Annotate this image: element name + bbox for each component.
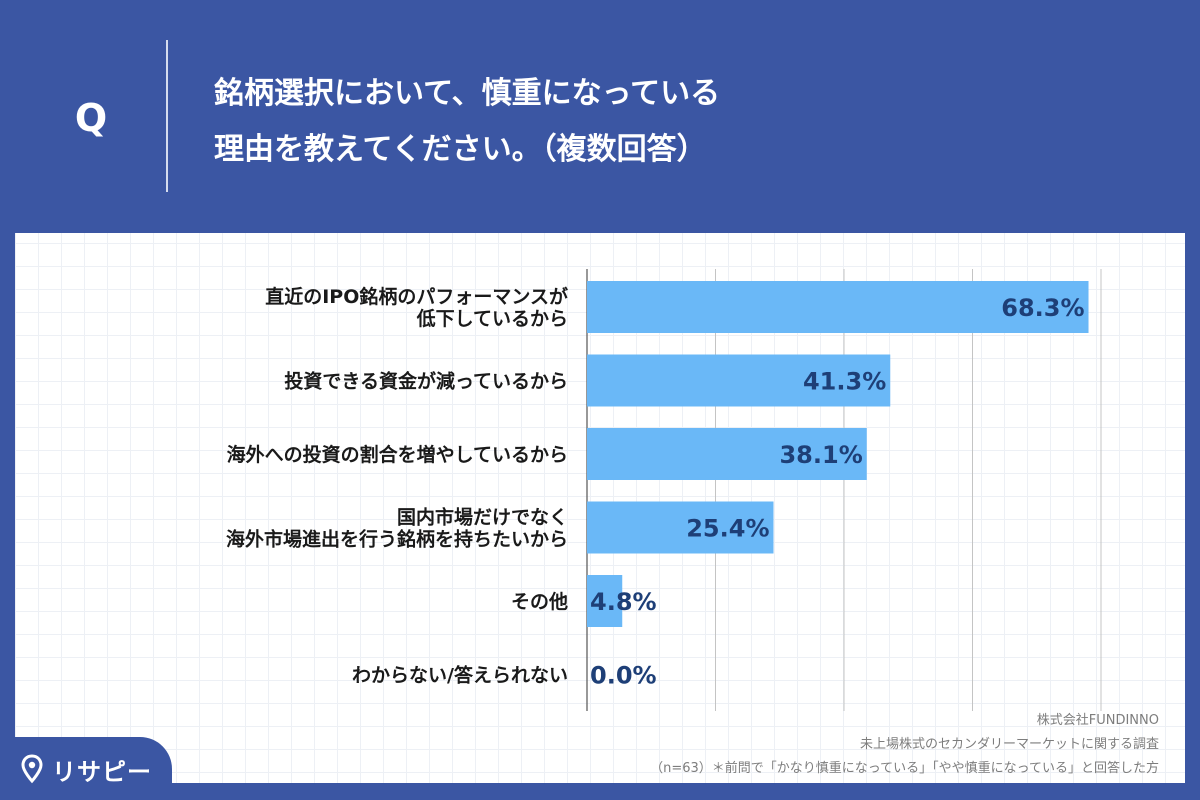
bar-value-label: 4.8% (590, 588, 657, 616)
logo-tab (0, 737, 172, 800)
category-label: その他 (511, 590, 568, 613)
category-label: 海外市場進出を行う銘柄を持ちたいから (226, 528, 568, 551)
survey-title: 未上場株式のセカンダリーマーケットに関する調査 (859, 737, 1159, 752)
chart-footer: 株式会社FUNDINNO 未上場株式のセカンダリーマーケットに関する調査 （n=… (650, 709, 1159, 781)
source-company: 株式会社FUNDINNO (1036, 713, 1159, 728)
sample-note: （n=63）＊前問で「かなり慎重になっている」「やや慎重になっている」と回答した… (650, 761, 1159, 776)
category-label: 投資できる資金が減っているから (284, 370, 568, 393)
question-marker: Q (74, 96, 108, 140)
category-label: 国内市場だけでなく (397, 506, 568, 529)
bar-value-label: 68.3% (1001, 294, 1084, 322)
bar (587, 575, 623, 627)
bar (587, 428, 867, 480)
question-line-2: 理由を教えてください。（複数回答） (214, 132, 707, 167)
bar-value-label: 38.1% (779, 441, 862, 469)
category-label: 海外への投資の割合を増やしているから (227, 443, 568, 466)
bar (587, 354, 891, 407)
bar-value-label: 25.4% (686, 515, 769, 543)
question-line-1: 銘柄選択において、慎重になっている (214, 76, 721, 111)
header-divider (166, 40, 168, 192)
brand-logo: リサピー (20, 752, 152, 786)
chart-card: 68.3% 直近のIPO銘柄のパフォーマンスが 低下しているから 41.3% 投資できる… (15, 233, 1185, 783)
category-label: 直近のIPO銘柄のパフォーマンスが (265, 285, 568, 308)
brand-name: リサピー (52, 757, 152, 786)
question-title: 銘柄選択において、慎重になっている 理由を教えてください。（複数回答） (214, 66, 1154, 178)
bar (587, 501, 774, 554)
bar-value-label: 41.3% (803, 368, 886, 396)
category-label: わからない/答えられない (352, 664, 568, 687)
map-pin-icon (21, 754, 43, 784)
category-label: 低下しているから (416, 307, 568, 330)
bar-value-label: 0.0% (590, 662, 657, 690)
bar (587, 281, 1089, 333)
